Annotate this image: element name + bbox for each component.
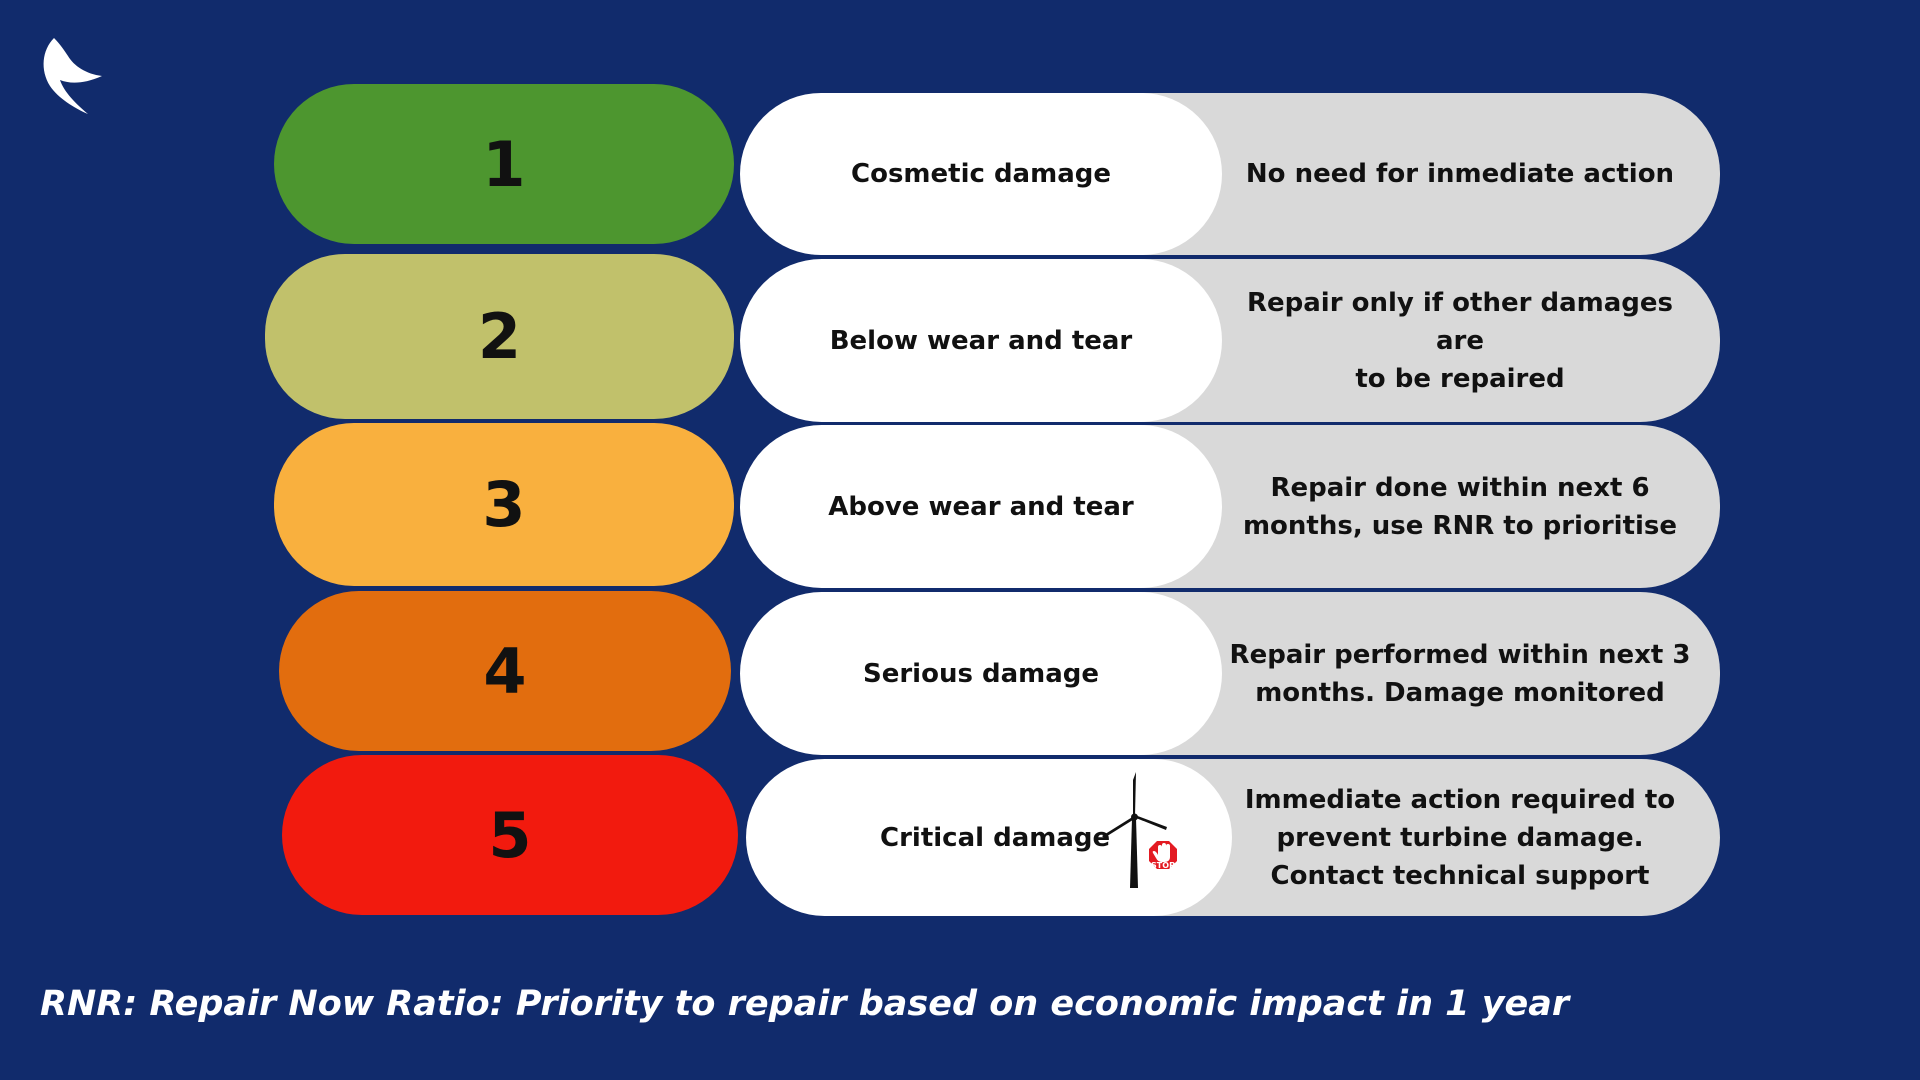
level-number: 4 — [483, 634, 527, 708]
description-pill: Repair performed within next 3 months. D… — [1120, 592, 1720, 755]
level-pill: 4 — [279, 591, 731, 751]
description-text: Repair performed within next 3 months. D… — [1229, 639, 1691, 708]
category-pill: Below wear and tear — [740, 259, 1222, 422]
category-text: Above wear and tear — [828, 491, 1134, 522]
description-text: Immediate action required to prevent tur… — [1244, 784, 1676, 891]
footnote: RNR: Repair Now Ratio: Priority to repai… — [40, 984, 1570, 1024]
description-text: Repair only if other damages are to be r… — [1247, 287, 1673, 394]
category-pill: Above wear and tear — [740, 425, 1222, 588]
description-text: Repair done within next 6 months, use RN… — [1242, 472, 1678, 541]
level-pill: 1 — [274, 84, 734, 244]
logo-icon — [43, 38, 102, 114]
category-text: Critical damage — [880, 822, 1111, 853]
level-pill: 2 — [265, 254, 734, 419]
level-number: 5 — [488, 798, 532, 872]
category-pill: Critical damage — [746, 759, 1232, 916]
stop-sign-text: STOP — [1151, 861, 1175, 870]
category-pill: Serious damage — [740, 592, 1222, 755]
category-pill: Cosmetic damage — [740, 93, 1222, 255]
description-text: No need for inmediate action — [1245, 159, 1675, 189]
category-text: Below wear and tear — [829, 325, 1133, 356]
category-text: Serious damage — [862, 658, 1100, 689]
level-pill: 3 — [274, 423, 734, 586]
level-number: 2 — [477, 300, 522, 373]
level-number: 3 — [482, 468, 526, 541]
category-text: Cosmetic damage — [851, 159, 1111, 189]
wind-turbine-stop-icon: STOP — [1102, 772, 1180, 888]
level-pill: 5 — [282, 755, 738, 915]
level-number: 1 — [482, 127, 526, 201]
